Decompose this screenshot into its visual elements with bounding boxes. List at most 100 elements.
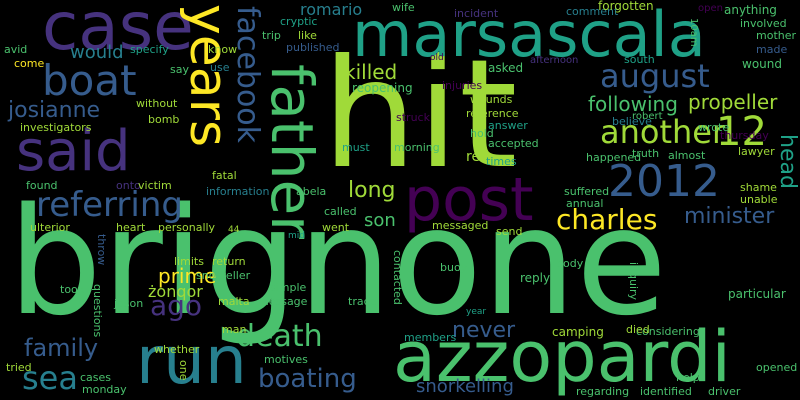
word-never: never (452, 318, 516, 343)
word-morning: morning (394, 141, 440, 154)
word-ago: ago (150, 289, 203, 322)
word-avid: avid (4, 43, 28, 56)
word-hit: hit (322, 28, 518, 202)
word-without: without (136, 97, 178, 110)
word-truth: truth (632, 147, 660, 160)
word-help: help (676, 371, 700, 384)
word-questions: questions (91, 284, 104, 338)
word-heart: heart (116, 221, 146, 234)
word-died: died (626, 323, 650, 336)
word-case: case (42, 0, 194, 65)
word-boat: boat (42, 56, 137, 105)
word-one: one (177, 360, 190, 381)
word-throw: throw (95, 234, 108, 266)
word-took: took (60, 283, 85, 296)
word-run: run (136, 322, 247, 399)
word-wife: wife (392, 1, 415, 14)
word-personally: personally (158, 221, 216, 234)
word-made: made (756, 43, 788, 56)
word-south: south (624, 53, 655, 66)
word-use: use (210, 61, 230, 74)
word-simple: simple (270, 281, 307, 294)
word-fatal: fatal (212, 169, 237, 182)
word-would: would (70, 42, 124, 63)
word-monday: monday (82, 383, 127, 396)
word-open: open (698, 3, 723, 14)
word-trip: trip (262, 29, 281, 42)
word-messaged: messaged (432, 219, 489, 232)
word-mother: mother (756, 29, 797, 42)
word-charles: charles (556, 203, 658, 236)
word-victim: victim (138, 179, 172, 192)
word-following: following (588, 92, 678, 116)
word-regarding: regarding (576, 385, 630, 398)
word-marsascala: marsascala (352, 0, 706, 71)
word-mid: mid (288, 231, 305, 241)
word-facebook: facebook (230, 6, 265, 144)
word-come: come (14, 57, 45, 70)
word-abela: abela (296, 185, 327, 198)
word-head: head (775, 134, 800, 189)
word-tried: tried (6, 361, 32, 374)
word-unable: unable (740, 193, 778, 206)
word-injuries: injuries (442, 79, 483, 92)
word-years: years (178, 4, 238, 148)
word-killed: killed (344, 60, 398, 84)
word-reopening: reopening (352, 81, 413, 95)
word-10am: 10am (688, 18, 699, 47)
word-say: say (170, 63, 189, 76)
word-limits: limits (174, 255, 204, 268)
word-message: message (258, 295, 308, 308)
word-josianne: josianne (8, 98, 101, 123)
word-son: son (364, 210, 396, 231)
word-malta: malta (218, 295, 250, 308)
word-almost: almost (668, 149, 706, 162)
word-members: members (404, 331, 457, 344)
word-must: must (342, 141, 370, 154)
word-believe: believe (612, 115, 652, 128)
word-answer: answer (488, 119, 528, 132)
word-know: know (208, 43, 238, 56)
word-buoy: buoy (440, 261, 468, 274)
word-afternoon: afternoon (530, 55, 579, 66)
word-boating: boating (258, 364, 357, 394)
word-happened: happened (586, 151, 642, 164)
word-camping: camping (552, 325, 604, 339)
word-lawyer: lawyer (738, 145, 775, 158)
word-asked: asked (488, 61, 524, 75)
word-went: went (322, 221, 350, 234)
word-re: re (466, 149, 481, 165)
word-particular: particular (728, 287, 786, 301)
word-investigators: investigators (20, 121, 92, 134)
word-minister: minister (684, 204, 775, 229)
word-struck: struck (396, 111, 430, 124)
word-august: august (600, 57, 710, 95)
word-published: published (286, 41, 340, 54)
word-snorkeller: snorkeller (196, 269, 251, 282)
word-opened: opened (756, 361, 798, 374)
word-reply: reply (520, 271, 551, 285)
word-involved: involved (740, 17, 787, 30)
word-anything: anything (724, 3, 777, 17)
word-propeller: propeller (688, 90, 778, 114)
word-information: information (206, 185, 270, 198)
word-called: called (324, 205, 357, 218)
word-driver: driver (708, 385, 741, 398)
word-wound: wound (742, 57, 782, 71)
word-year: year (466, 307, 487, 317)
word-wrote: wrote (698, 121, 730, 134)
word-death: death (236, 319, 323, 354)
word-shame: shame (740, 181, 777, 194)
word-sea: sea (22, 359, 78, 397)
word-said: said (16, 119, 131, 184)
word-post: post (404, 165, 534, 235)
word-reference: reference (466, 107, 519, 120)
word-long: long (348, 178, 396, 203)
word-times: times (486, 155, 517, 168)
word-12: 12 (716, 109, 767, 155)
word-cryptic: cryptic (280, 15, 318, 28)
word-cases: cases (80, 371, 112, 384)
word-another: another (600, 113, 726, 151)
word-old: old (430, 53, 444, 63)
